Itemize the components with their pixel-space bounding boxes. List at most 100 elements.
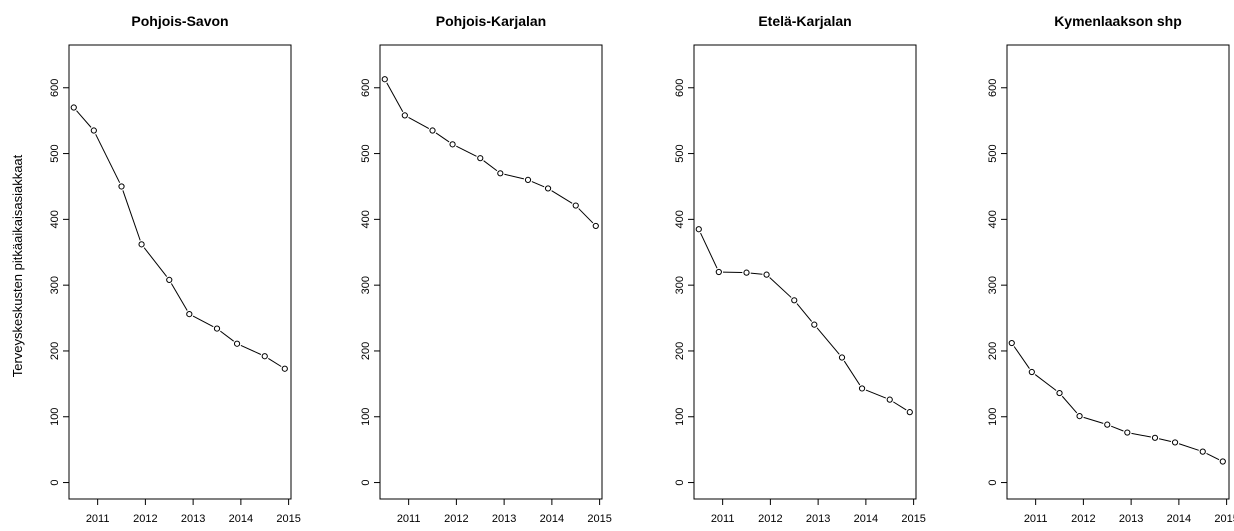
x-tick-label: 2014 — [854, 513, 878, 525]
x-tick-label: 2013 — [806, 513, 830, 525]
y-tick-label: 500 — [49, 144, 61, 162]
series-segment — [76, 110, 92, 128]
y-tick-label: 200 — [674, 342, 686, 360]
y-tick-label: 0 — [49, 479, 61, 485]
series-segment — [95, 134, 121, 183]
series-segment — [386, 82, 404, 112]
series-segment — [268, 358, 282, 367]
y-axis-label: Terveyskeskusten pitkäaikaisasiakkaat — [10, 154, 25, 377]
y-tick-label: 500 — [360, 144, 372, 162]
y-tick-label: 0 — [987, 479, 999, 485]
series-segment — [893, 401, 907, 411]
data-point — [572, 202, 579, 209]
data-point — [524, 176, 532, 183]
data-point — [1171, 439, 1179, 446]
panel-title: Pohjois-Karjalan — [436, 13, 546, 29]
y-tick-label: 600 — [360, 79, 372, 97]
x-tick-label: 2015 — [901, 513, 925, 525]
series-segment — [1034, 374, 1057, 391]
x-tick-label: 2015 — [587, 513, 611, 525]
series-segment — [796, 303, 813, 322]
series-segment — [192, 315, 214, 328]
series-segment — [816, 327, 840, 355]
data-point — [429, 127, 436, 134]
y-tick-label: 300 — [360, 276, 372, 294]
series-segment — [170, 283, 188, 311]
x-tick-label: 2015 — [1214, 513, 1234, 525]
data-point — [118, 183, 125, 190]
data-point — [381, 76, 388, 83]
series-segment — [843, 360, 861, 386]
data-point — [1104, 421, 1111, 428]
panel-title: Etelä-Karjalan — [758, 13, 851, 29]
data-point — [544, 185, 552, 192]
series-segment — [1061, 395, 1078, 414]
data-point — [166, 276, 173, 283]
series-segment — [220, 330, 235, 342]
data-point — [906, 409, 913, 416]
data-point — [715, 268, 722, 276]
data-point — [763, 271, 770, 278]
data-point — [743, 269, 750, 276]
data-point — [1008, 339, 1015, 347]
series-segment — [750, 272, 763, 275]
series-segment — [435, 132, 450, 143]
x-tick-label: 2011 — [711, 513, 735, 525]
data-point — [1219, 458, 1226, 465]
data-point — [138, 241, 145, 248]
series-segment — [143, 247, 168, 277]
data-point — [1199, 448, 1206, 455]
y-tick-label: 0 — [674, 479, 686, 485]
x-tick-label: 2013 — [492, 513, 516, 525]
data-point — [1076, 412, 1083, 420]
y-tick-label: 400 — [987, 210, 999, 228]
series-segment — [456, 145, 477, 157]
series-segment — [1110, 425, 1124, 432]
data-point — [70, 104, 77, 111]
data-point — [213, 325, 221, 332]
panel-title: Pohjois-Savon — [131, 13, 228, 29]
series-segment — [483, 160, 498, 172]
y-tick-label: 600 — [987, 79, 999, 97]
x-tick-label: 2012 — [444, 513, 468, 525]
y-tick-label: 100 — [360, 408, 372, 426]
series-segment — [122, 190, 141, 241]
series-segment — [1083, 416, 1104, 424]
series-segment — [865, 389, 887, 399]
x-tick-label: 2014 — [1167, 513, 1191, 525]
data-point — [1151, 434, 1159, 441]
y-tick-label: 600 — [674, 79, 686, 97]
plot-frame — [1006, 44, 1230, 500]
data-point — [449, 141, 456, 148]
y-tick-label: 100 — [987, 408, 999, 426]
data-point — [233, 340, 241, 347]
plot-frame — [379, 44, 603, 500]
data-point — [1056, 389, 1063, 397]
data-point — [858, 385, 866, 392]
panel-3: Etelä-Karjalan 0 100 200 300 400 500 600 2011 201… — [674, 13, 926, 525]
y-tick-label: 400 — [49, 210, 61, 228]
x-tick-label: 2012 — [1071, 513, 1095, 525]
plot-frame — [693, 44, 917, 500]
y-tick-label: 300 — [987, 276, 999, 294]
x-tick-label: 2011 — [86, 513, 110, 525]
data-point — [838, 354, 846, 361]
x-tick-label: 2013 — [181, 513, 205, 525]
data-point — [497, 170, 504, 177]
y-tick-label: 400 — [674, 210, 686, 228]
x-tick-label: 2012 — [758, 513, 782, 525]
panel-title: Kymenlaakson shp — [1054, 13, 1182, 29]
data-point — [261, 353, 268, 360]
x-tick-label: 2012 — [133, 513, 157, 525]
series-segment — [769, 277, 792, 298]
data-point — [886, 396, 893, 403]
series-segment — [1206, 453, 1220, 461]
series-segment — [1158, 438, 1172, 442]
series-segment — [531, 181, 545, 188]
y-tick-label: 100 — [49, 408, 61, 426]
data-point — [401, 112, 408, 119]
y-tick-label: 600 — [49, 79, 61, 97]
series-segment — [700, 232, 718, 269]
x-tick-label: 2013 — [1119, 513, 1143, 525]
